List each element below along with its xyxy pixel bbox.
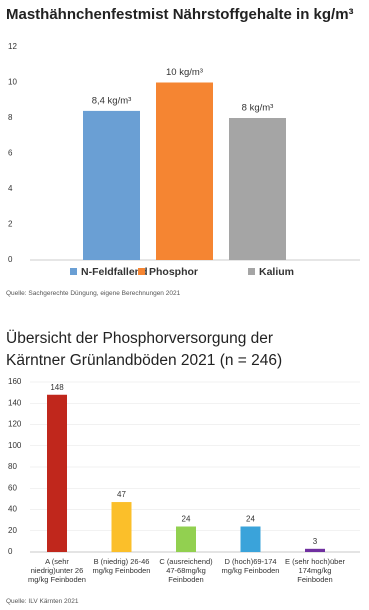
y-tick-label: 4 [8, 184, 13, 193]
y-tick-label: 100 [8, 441, 22, 450]
data-label: 47 [117, 490, 126, 499]
y-tick-label: 6 [8, 149, 13, 158]
y-tick-label: 0 [8, 547, 13, 556]
legend-swatch [70, 268, 77, 275]
y-tick-label: 10 [8, 78, 17, 87]
x-tick-label: B (niedrig) 26-46 mg/kg Feinboden [92, 557, 151, 575]
source: Quelle: Sachgerechte Düngung, eigene Ber… [6, 290, 181, 297]
bar [305, 548, 325, 552]
bar [83, 110, 140, 261]
y-tick-label: 40 [8, 505, 17, 514]
y-tick-label: 60 [8, 483, 17, 492]
x-tick-label: D (hoch)69-174 mg/kg Feinboden [221, 557, 280, 575]
legend-swatch [138, 268, 145, 275]
data-label: 8,4 kg/m³ [92, 95, 132, 106]
y-tick-label: 160 [8, 377, 22, 386]
data-label: 148 [50, 383, 64, 392]
y-tick-label: 120 [8, 420, 22, 429]
chart-title: Masthähnchenfestmist Nährstoffgehalte in… [6, 6, 354, 23]
bar [47, 394, 67, 552]
bar [176, 526, 196, 552]
y-tick-label: 140 [8, 398, 22, 407]
chart-title: Übersicht der Phosphorversorgung der Kär… [6, 330, 283, 369]
x-tick-label: C (ausreichend) 47-68mg/kg Feinboden [159, 557, 213, 584]
source: Quelle: ILV Kärnten 2021 [6, 598, 79, 605]
y-tick-label: 80 [8, 462, 17, 471]
data-label: 24 [182, 515, 191, 524]
legend-swatch [248, 268, 255, 275]
data-label: 10 kg/m³ [166, 67, 203, 78]
y-tick-label: 8 [8, 113, 13, 122]
x-tick-label: A (sehr niedrig)unter 26 mg/kg Feinboden [28, 557, 86, 584]
bar [111, 502, 132, 552]
x-tick-label: E (sehr hoch)über 174mg/kg Feinboden [284, 557, 346, 584]
legend-label: Phosphor [149, 266, 198, 278]
data-label: 8 kg/m³ [242, 103, 274, 114]
y-tick-label: 2 [8, 220, 13, 229]
bar [229, 118, 286, 260]
y-tick-label: 0 [8, 255, 13, 264]
data-label: 24 [246, 515, 255, 524]
data-label: 3 [313, 537, 318, 546]
y-tick-label: 12 [8, 42, 17, 51]
legend-label: Kalium [259, 266, 294, 278]
y-tick-label: 20 [8, 526, 17, 535]
bar [240, 526, 261, 552]
legend-label: N-Feldfallend [81, 266, 148, 278]
bar [156, 82, 213, 260]
